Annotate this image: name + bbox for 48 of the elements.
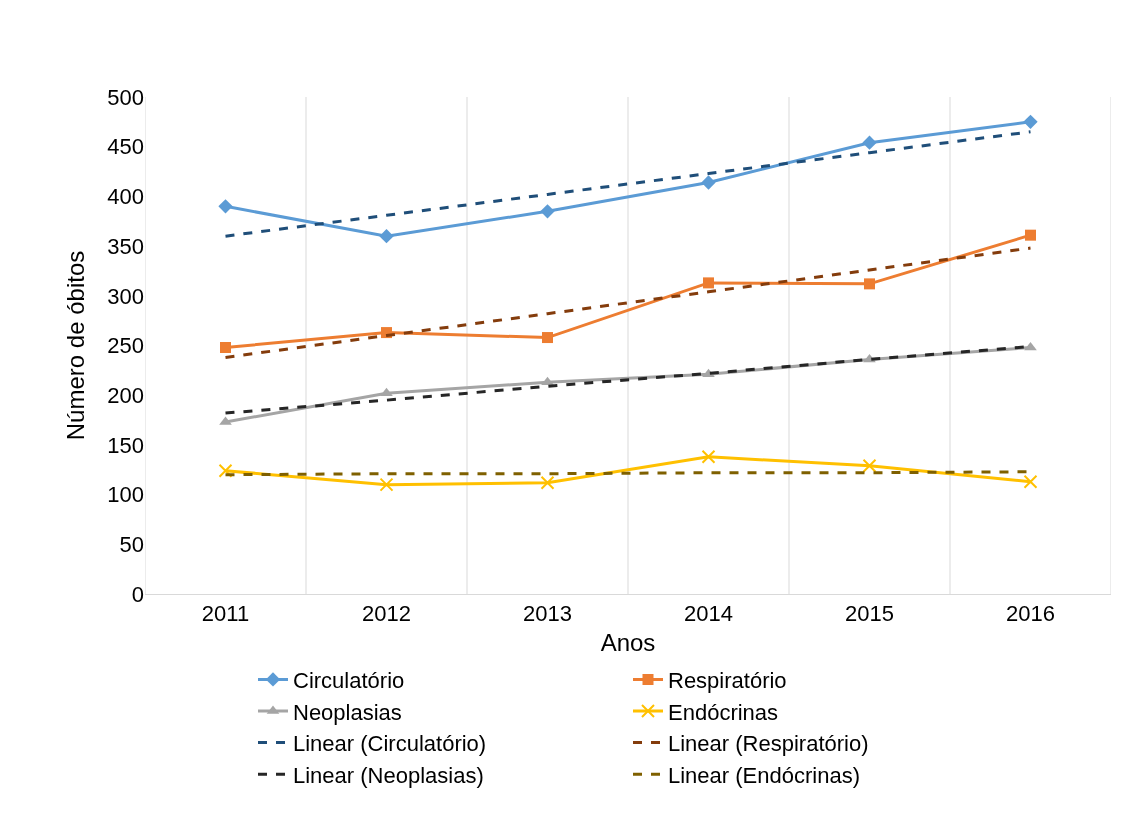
legend-label: Linear (Endócrinas) [668,762,860,788]
point [701,175,716,190]
y-tick-label: 450 [107,134,144,160]
y-tick-label: 0 [131,581,144,607]
x-tick-label: 2012 [362,601,411,627]
line-series [224,130,1032,238]
point [379,229,394,244]
point [701,449,716,464]
point [1024,341,1037,351]
y-tick-label: 150 [107,432,144,458]
x-axis-title: Anos [600,628,656,656]
x-tick-label: 2016 [1006,601,1055,627]
point [1023,474,1038,489]
legend-label: Linear (Circulatório) [293,731,487,757]
y-tick-label: 200 [107,382,144,408]
point [220,341,231,353]
y-tick-label: 50 [119,532,144,557]
point [862,458,877,473]
y-tick-label: 500 [107,84,144,110]
legend-label: Linear (Neoplasias) [293,762,484,788]
point [703,277,714,289]
point [862,135,877,150]
point [540,475,555,490]
y-tick-label: 400 [107,184,144,210]
point [864,278,875,290]
legend-label: Endócrinas [668,699,779,725]
y-axis-title: Número de óbitos [62,250,90,441]
point [379,477,394,492]
point [1025,229,1036,241]
y-tick-label: 100 [107,482,144,508]
x-tick-label: 2015 [845,601,894,627]
point [1023,114,1038,129]
point [541,376,554,386]
x-tick-label: 2013 [523,601,572,627]
point [542,332,553,344]
x-tick-label: 2014 [684,601,733,627]
point [540,204,555,219]
point [218,463,233,478]
legend-label: Respiratório [668,667,787,693]
legend-label: Neoplasias [293,699,402,725]
legend-label: Circulatório [293,667,405,693]
y-tick-label: 300 [107,283,144,309]
point [218,199,233,214]
y-tick-label: 250 [107,333,144,359]
legend-label: Linear (Respiratório) [668,731,869,757]
x-tick-label: 2011 [201,601,250,627]
line-series [224,246,1032,359]
y-tick-label: 350 [107,233,144,259]
